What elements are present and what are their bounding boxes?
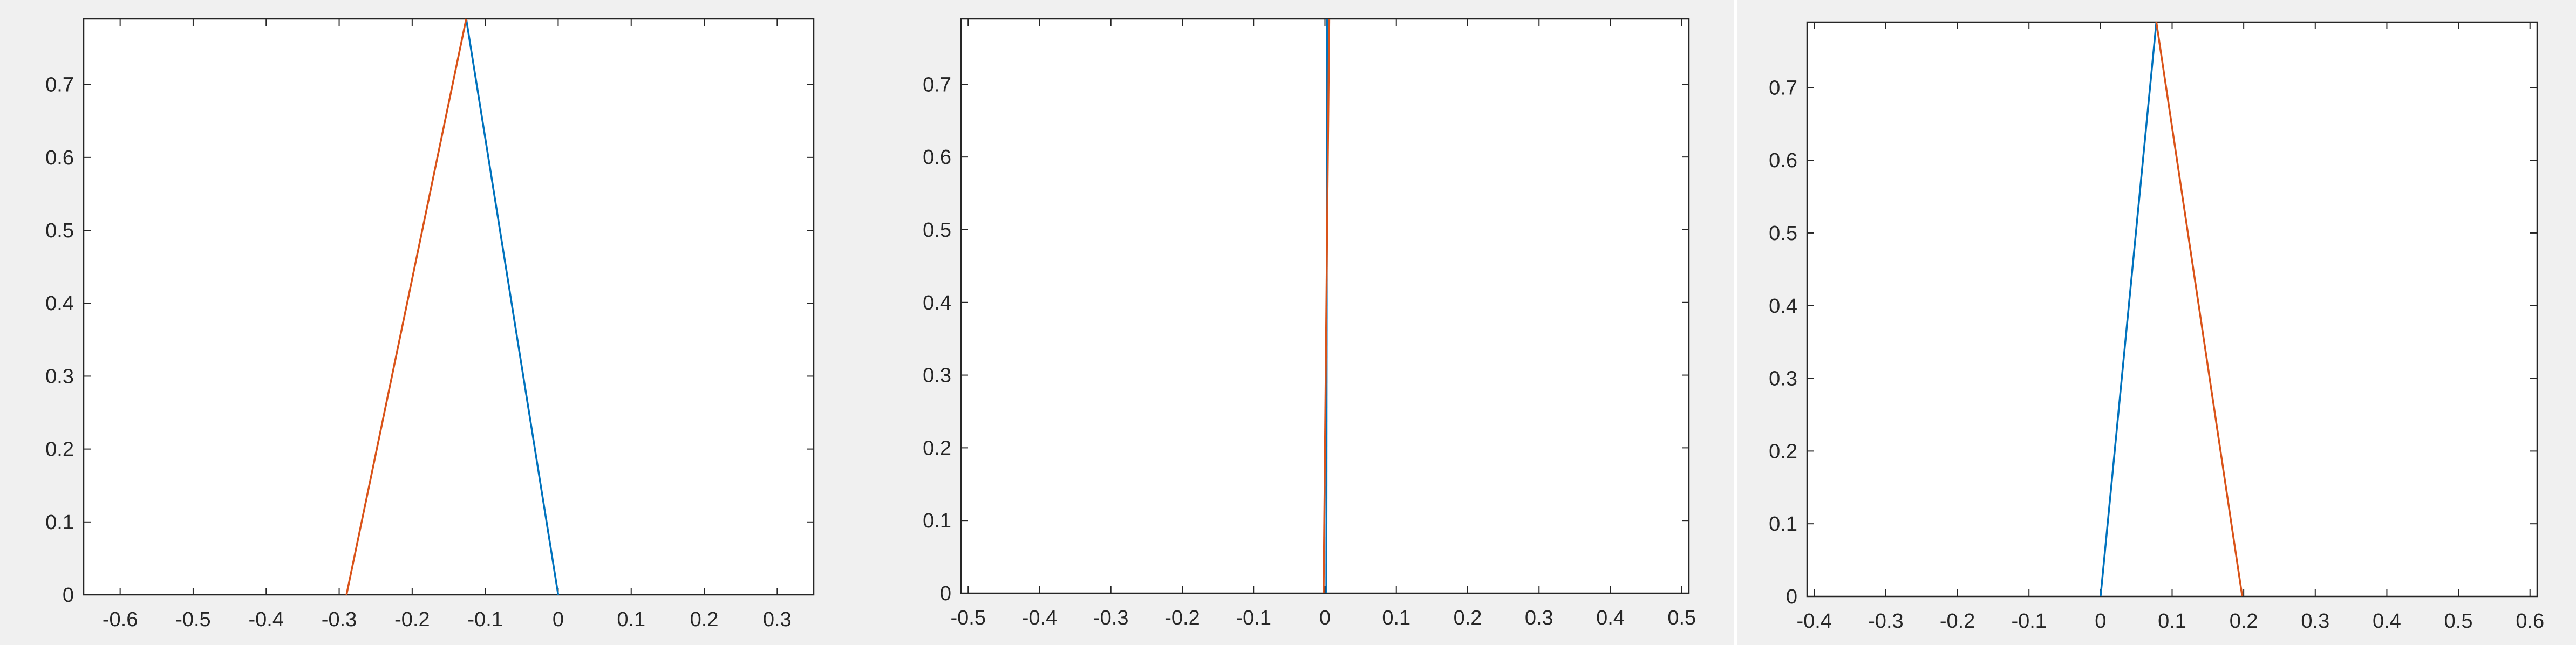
y-tick-label: 0.6 [1769,149,1797,172]
plot-area-3 [1806,21,2538,598]
y-tick-label: 0.4 [45,292,74,315]
y-tick-label: 0.3 [1769,368,1797,390]
x-tick-label: -0.1 [1236,607,1271,629]
x-tick-label: -0.3 [1868,610,1903,633]
x-tick-label: 0 [2095,610,2106,633]
x-tick-label: 0.5 [1667,607,1696,629]
x-tick-label: 0.5 [2444,610,2473,633]
y-tick-label: 0.1 [1769,513,1797,536]
y-tick-label: 0 [940,582,951,605]
x-tick-label: 0.4 [2373,610,2401,633]
y-tick-label: 0.4 [1769,295,1797,318]
figure-divider [1734,0,1737,645]
x-tick-label: 0.3 [2301,610,2329,633]
series-line-blue [2100,22,2158,597]
x-tick-label: -0.3 [1093,607,1128,629]
x-tick-label: -0.1 [467,608,502,631]
x-tick-label: 0.3 [763,608,792,631]
y-tick-label: 0.7 [45,74,74,97]
x-tick-label: -0.2 [1940,610,1975,633]
x-tick-label: 0.4 [1596,607,1625,629]
series-line-orange [2155,22,2244,597]
y-tick-label: 0.4 [923,292,951,314]
y-tick-label: 0.1 [45,511,74,534]
y-tick-label: 0.7 [923,73,951,96]
y-tick-label: 0 [1786,586,1797,608]
plot-area-1 [83,18,815,596]
x-tick-label: -0.2 [394,608,430,631]
x-tick-label: 0.1 [617,608,645,631]
x-tick-label: 0.2 [2230,610,2258,633]
x-tick-label: -0.4 [1022,607,1057,629]
x-tick-label: -0.6 [103,608,138,631]
x-tick-label: -0.2 [1164,607,1200,629]
y-tick-label: 0.6 [923,146,951,169]
series-line-blue [465,18,560,595]
y-tick-label: 0.2 [1769,440,1797,463]
x-tick-label: -0.5 [950,607,985,629]
x-tick-label: 0.1 [1382,607,1410,629]
y-tick-label: 0.3 [45,365,74,388]
x-tick-label: 0 [1319,607,1331,629]
y-tick-label: 0.5 [1769,222,1797,245]
x-tick-label: 0.1 [2158,610,2186,633]
series-line-orange [1323,18,1331,594]
x-tick-label: 0.2 [1454,607,1482,629]
series-line-orange [345,18,467,595]
y-tick-label: 0.7 [1769,77,1797,99]
x-tick-label: -0.4 [1797,610,1832,633]
y-tick-label: 0.1 [923,510,951,532]
y-tick-label: 0.2 [45,438,74,461]
x-tick-label: 0 [553,608,564,631]
x-tick-label: -0.5 [175,608,210,631]
x-tick-label: 0.2 [690,608,719,631]
y-tick-label: 0.5 [923,219,951,242]
y-tick-label: 0.6 [45,147,74,169]
x-tick-label: 0.6 [2516,610,2544,633]
x-tick-label: -0.1 [2011,610,2046,633]
x-tick-label: -0.4 [249,608,284,631]
x-tick-label: -0.3 [322,608,357,631]
y-tick-label: 0 [63,584,74,607]
y-tick-label: 0.3 [923,365,951,387]
x-tick-label: 0.3 [1525,607,1553,629]
y-tick-label: 0.2 [923,437,951,459]
y-tick-label: 0.5 [45,219,74,242]
